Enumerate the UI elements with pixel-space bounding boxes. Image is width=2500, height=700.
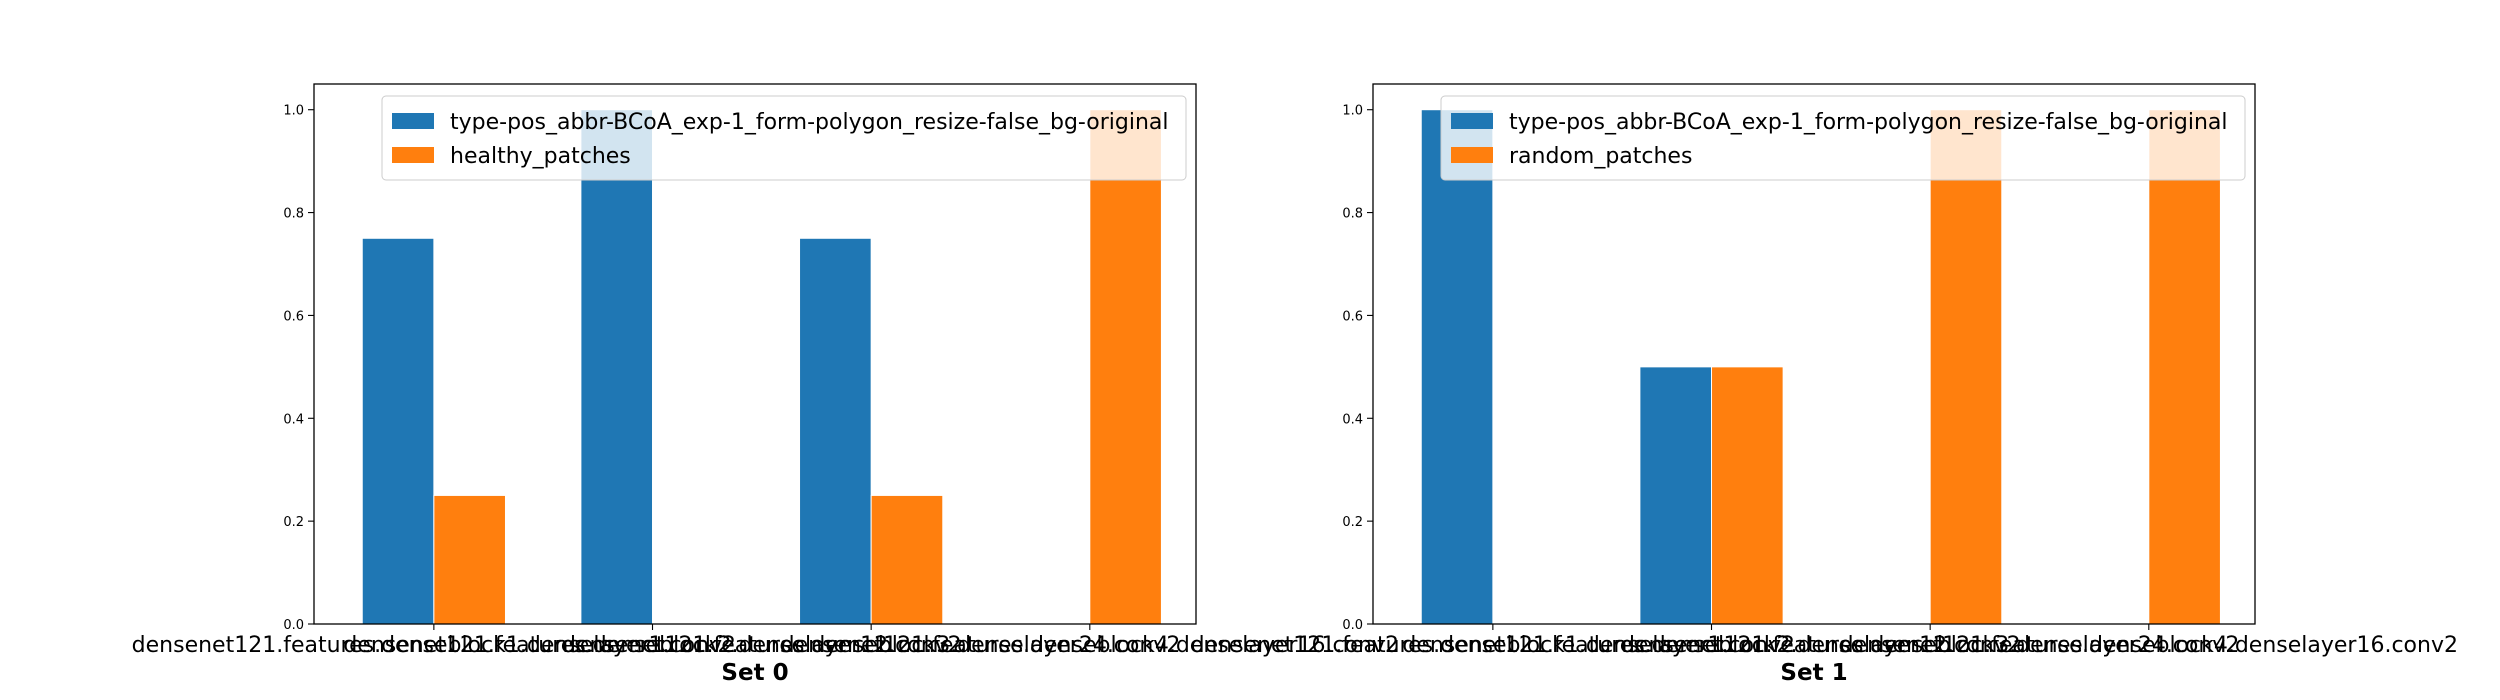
chart-panel-0: 0.0 0.2 0.4 0.6 0.8 1.0 densenet121.features.d… bbox=[132, 83, 1399, 686]
legend-label: healthy_patches bbox=[450, 144, 631, 169]
legend-swatch bbox=[392, 113, 434, 129]
bar-type-pos-abbr-bcoa-exp-1-form-polygon-re-2 bbox=[799, 237, 872, 625]
bar-healthy-patches-2 bbox=[870, 494, 944, 625]
bar-type-pos-abbr-bcoa-exp-1-form-polygon-re-0 bbox=[1420, 109, 1494, 625]
legend-frame bbox=[381, 95, 1187, 181]
chart-panel-1: 0.0 0.2 0.4 0.6 0.8 1.0 densenet121.features.d… bbox=[1191, 83, 2458, 686]
x-tick-label: densenet121.features.denseblock1.densela… bbox=[132, 633, 736, 658]
x-tick-label: densenet121.features.denseblock2.densela… bbox=[343, 633, 961, 658]
y-tick-label: 0.2 bbox=[1342, 515, 1363, 530]
y-tick-label: 0.6 bbox=[1342, 309, 1363, 324]
legend-swatch bbox=[392, 147, 434, 163]
y-tick-label: 0.4 bbox=[1342, 412, 1363, 427]
bar-random-patches-3 bbox=[2148, 109, 2221, 625]
bar-type-pos-abbr-bcoa-exp-1-form-polygon-re-0 bbox=[361, 237, 435, 625]
x-axis-label: Set 1 bbox=[1780, 660, 1847, 686]
bar-type-pos-abbr-bcoa-exp-1-form-polygon-re-1 bbox=[1639, 366, 1713, 625]
y-tick-label: 1.0 bbox=[1342, 104, 1363, 119]
y-tick-label: 0.8 bbox=[1342, 207, 1363, 222]
axes-frame bbox=[313, 83, 1197, 625]
x-tick-label: densenet121.features.denseblock3.densela… bbox=[1621, 633, 2239, 658]
legend: type-pos_abbr-BCoA_exp-1_form-polygon_re… bbox=[1440, 95, 2246, 181]
bar-healthy-patches-0 bbox=[433, 494, 506, 625]
y-tick-label: 1.0 bbox=[283, 104, 304, 119]
x-tick-label: densenet121.features.denseblock4.densela… bbox=[781, 633, 1399, 658]
y-tick-label: 0.4 bbox=[283, 412, 304, 427]
legend-label: type-pos_abbr-BCoA_exp-1_form-polygon_re… bbox=[1509, 110, 2228, 135]
bar-random-patches-2 bbox=[1929, 109, 2003, 625]
y-tick-label: 0.6 bbox=[283, 309, 304, 324]
y-tick-label: 0.0 bbox=[1342, 618, 1363, 633]
x-tick-label: densenet121.features.denseblock2.densela… bbox=[1402, 633, 2020, 658]
y-tick-label: 0.2 bbox=[283, 515, 304, 530]
legend-swatch bbox=[1451, 113, 1493, 129]
y-tick-label: 0.0 bbox=[283, 618, 304, 633]
y-tick-label: 0.8 bbox=[283, 207, 304, 222]
x-tick-label: densenet121.features.denseblock4.densela… bbox=[1840, 633, 2458, 658]
legend-label: type-pos_abbr-BCoA_exp-1_form-polygon_re… bbox=[450, 110, 1169, 135]
x-tick-label: densenet121.features.denseblock1.densela… bbox=[1191, 633, 1795, 658]
x-axis-label: Set 0 bbox=[721, 660, 788, 686]
legend-label: random_patches bbox=[1509, 144, 1692, 169]
legend: type-pos_abbr-BCoA_exp-1_form-polygon_re… bbox=[381, 95, 1187, 181]
legend-swatch bbox=[1451, 147, 1493, 163]
legend-frame bbox=[1440, 95, 2246, 181]
bar-type-pos-abbr-bcoa-exp-1-form-polygon-re-1 bbox=[580, 109, 654, 625]
bar-healthy-patches-3 bbox=[1089, 109, 1162, 625]
x-tick-label: densenet121.features.denseblock3.densela… bbox=[562, 633, 1180, 658]
bar-random-patches-1 bbox=[1711, 366, 1784, 625]
axes-frame bbox=[1372, 83, 2256, 625]
